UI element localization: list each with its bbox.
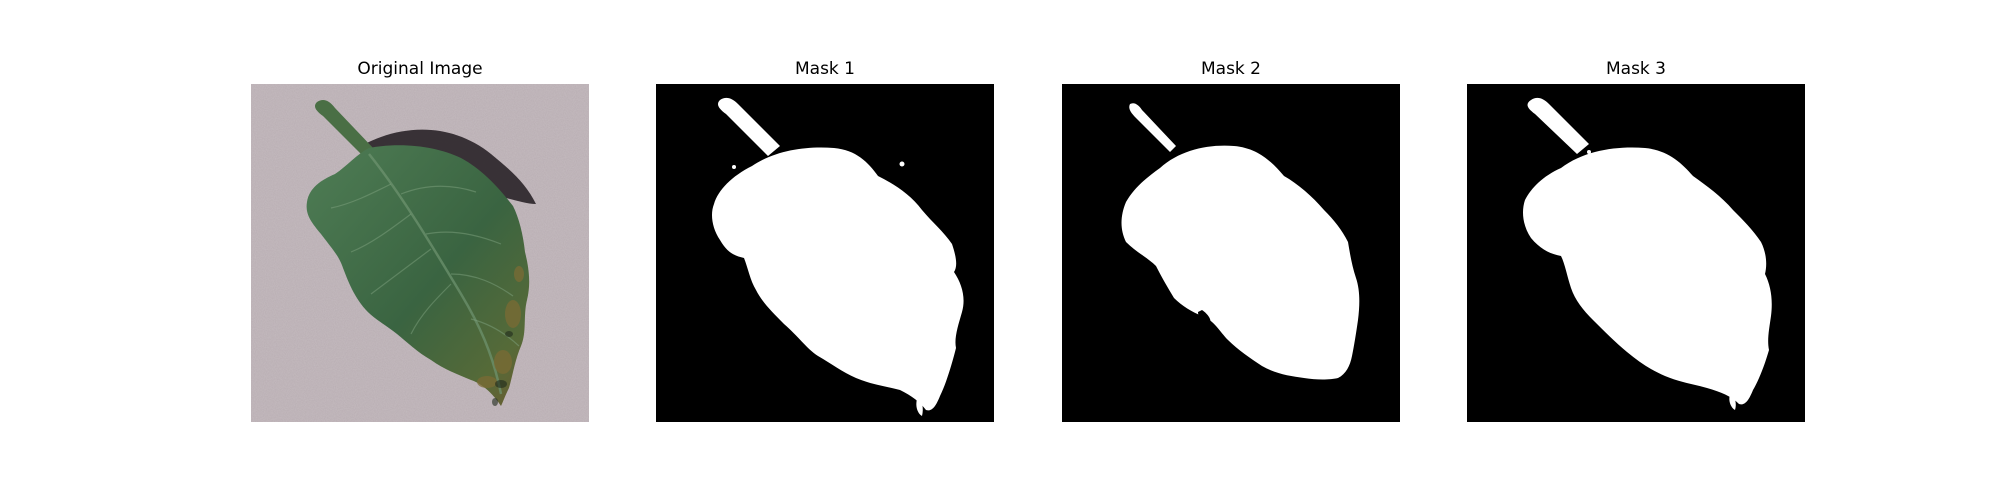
mask-2-panel xyxy=(1062,84,1400,422)
mask-2-notch xyxy=(1198,310,1211,324)
original-image-title: Original Image xyxy=(357,59,483,79)
mask-3-leaf xyxy=(1523,147,1772,405)
mask-1-tip xyxy=(916,396,923,416)
original-leaf-photo xyxy=(251,84,589,422)
mask-2-image xyxy=(1062,84,1400,422)
mask-3-title: Mask 3 xyxy=(1605,59,1666,79)
mask-1-image xyxy=(656,84,994,422)
mask-3-panel xyxy=(1467,84,1805,422)
leaf-veins xyxy=(330,183,520,347)
original-image-panel xyxy=(251,84,589,422)
mask-3-stem xyxy=(1527,97,1589,154)
mask-1-panel xyxy=(656,84,994,422)
mask-1-speck-2 xyxy=(732,165,736,169)
leaf-dark-spots xyxy=(492,331,513,406)
leaf-stem xyxy=(315,100,375,158)
mask-3-image xyxy=(1467,84,1805,422)
mask-1-speck xyxy=(899,161,905,167)
mask-2-stem xyxy=(1129,103,1176,152)
mask-3-tip xyxy=(1729,392,1736,410)
leaf-lesions xyxy=(477,266,524,388)
leaf-midrib xyxy=(368,153,503,395)
mask-3-speck xyxy=(1587,150,1591,154)
mask-2-leaf xyxy=(1121,145,1360,380)
mask-2-title: Mask 2 xyxy=(1200,59,1261,79)
leaf-body xyxy=(306,145,530,406)
mask-1-leaf xyxy=(712,147,964,411)
mask-1-stem xyxy=(718,97,780,156)
mask-1-title: Mask 1 xyxy=(794,59,855,79)
